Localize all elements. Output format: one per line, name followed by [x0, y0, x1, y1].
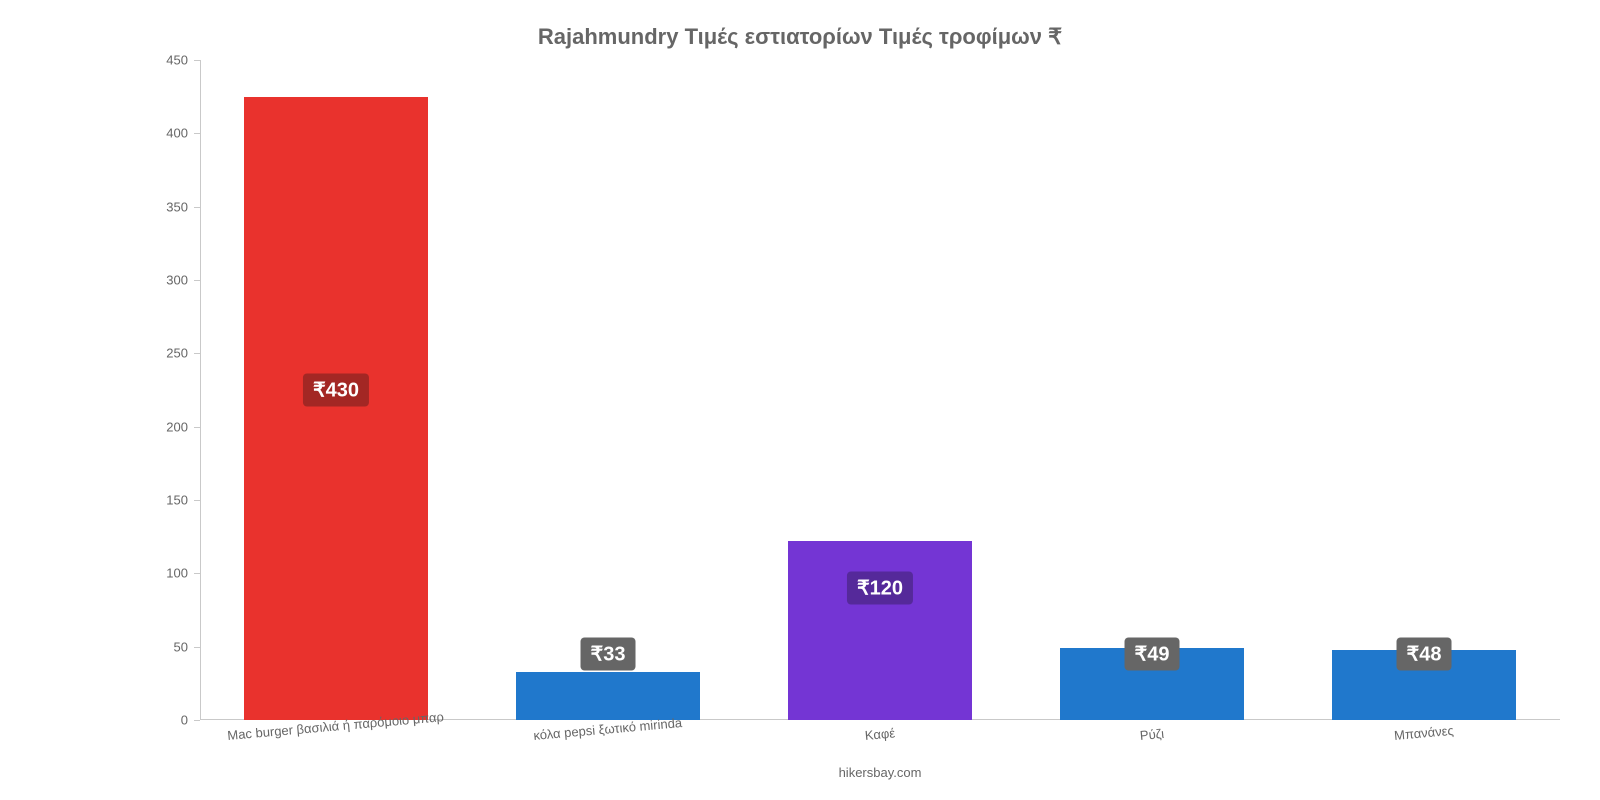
y-tick [194, 60, 200, 61]
y-tick-label: 150 [166, 493, 188, 508]
bar [516, 672, 701, 720]
y-tick [194, 280, 200, 281]
y-tick [194, 207, 200, 208]
y-tick-label: 450 [166, 53, 188, 68]
y-tick [194, 133, 200, 134]
y-tick-label: 300 [166, 273, 188, 288]
y-tick-label: 250 [166, 346, 188, 361]
plot-area: 050100150200250300350400450 ₹430Mac burg… [200, 60, 1560, 720]
y-axis-line [200, 60, 201, 720]
bar [788, 541, 973, 720]
y-tick-label: 200 [166, 419, 188, 434]
bar-value-label: ₹430 [303, 374, 369, 407]
y-tick-label: 400 [166, 126, 188, 141]
bar-value-label: ₹33 [581, 638, 636, 671]
bar-value-label: ₹120 [847, 572, 913, 605]
x-tick-label: Καφέ [864, 725, 895, 743]
y-tick-label: 50 [174, 639, 188, 654]
x-tick-label: Ρύζι [1139, 726, 1164, 743]
y-tick-label: 0 [181, 713, 188, 728]
attribution-text: hikersbay.com [839, 765, 922, 780]
y-tick [194, 647, 200, 648]
y-tick-label: 350 [166, 199, 188, 214]
y-tick [194, 500, 200, 501]
y-tick [194, 427, 200, 428]
bar [244, 97, 429, 720]
bar-value-label: ₹48 [1397, 638, 1452, 671]
y-tick [194, 720, 200, 721]
chart-title: Rajahmundry Τιμές εστιατορίων Τιμές τροφ… [0, 0, 1600, 50]
bar-value-label: ₹49 [1125, 638, 1180, 671]
y-tick [194, 573, 200, 574]
y-tick-label: 100 [166, 566, 188, 581]
x-tick-label: Μπανάνες [1393, 723, 1454, 743]
y-tick [194, 353, 200, 354]
price-bar-chart: Rajahmundry Τιμές εστιατορίων Τιμές τροφ… [0, 0, 1600, 800]
